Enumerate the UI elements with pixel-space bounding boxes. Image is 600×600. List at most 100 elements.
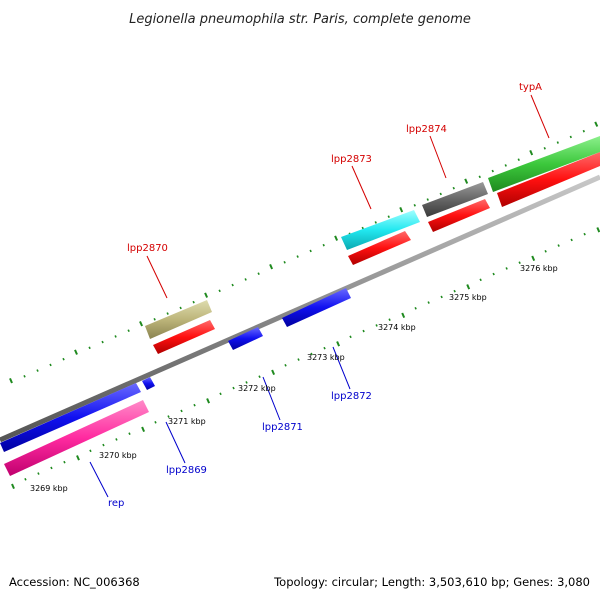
gene-label-lpp2872[interactable]: lpp2872 bbox=[331, 391, 372, 402]
major-tick bbox=[204, 292, 209, 298]
minor-tick bbox=[180, 409, 183, 413]
minor-tick bbox=[49, 363, 52, 367]
cds-forward-track bbox=[153, 152, 600, 354]
minor-tick bbox=[570, 238, 573, 242]
minor-tick bbox=[115, 438, 118, 441]
minor-tick bbox=[63, 460, 66, 464]
major-tick bbox=[141, 426, 146, 432]
minor-tick bbox=[387, 215, 390, 219]
cds-lpp2869[interactable] bbox=[142, 377, 155, 390]
major-tick bbox=[529, 150, 534, 156]
minor-tick bbox=[543, 146, 546, 150]
minor-tick bbox=[556, 141, 559, 144]
major-tick bbox=[399, 207, 404, 213]
feature-rep[interactable] bbox=[4, 400, 149, 476]
genome-summary-text: Topology: circular; Length: 3,503,610 bp… bbox=[273, 575, 590, 589]
gene-label-typA[interactable]: typA bbox=[519, 82, 542, 93]
minor-tick bbox=[349, 335, 352, 339]
cds-reverse-track bbox=[0, 288, 351, 452]
minor-tick bbox=[23, 374, 26, 378]
forward-gene-labels: lpp2870 lpp2873 lpp2874 typA bbox=[127, 82, 542, 254]
cds-rep-blue[interactable] bbox=[0, 383, 141, 452]
major-tick bbox=[401, 312, 406, 318]
feature-forward-track bbox=[145, 136, 600, 339]
minor-tick bbox=[517, 158, 520, 162]
minor-tick bbox=[374, 221, 377, 224]
minor-tick bbox=[101, 340, 104, 344]
major-tick bbox=[11, 483, 15, 489]
cds-lpp2874[interactable] bbox=[428, 199, 490, 232]
scale-label: 3269 kbp bbox=[30, 484, 68, 493]
minor-tick bbox=[582, 129, 585, 133]
minor-tick bbox=[232, 386, 235, 390]
major-tick bbox=[466, 284, 471, 290]
minor-tick bbox=[102, 443, 105, 447]
gene-label-lpp2870[interactable]: lpp2870 bbox=[127, 243, 168, 254]
minor-tick bbox=[218, 289, 221, 293]
gene-label-lpp2869[interactable]: lpp2869 bbox=[166, 465, 207, 476]
scale-label: 3273 kbp bbox=[307, 353, 345, 362]
minor-tick bbox=[89, 449, 92, 453]
minor-tick bbox=[258, 375, 261, 379]
major-tick bbox=[139, 320, 144, 327]
scale-label: 3276 kbp bbox=[520, 264, 558, 273]
major-tick bbox=[206, 398, 211, 404]
minor-tick bbox=[114, 335, 117, 338]
cds-lpp2871[interactable] bbox=[228, 327, 263, 350]
minor-tick bbox=[88, 346, 91, 350]
gene-label-lpp2871[interactable]: lpp2871 bbox=[262, 422, 303, 433]
genome-backbone bbox=[0, 174, 600, 443]
minor-tick bbox=[491, 169, 494, 173]
minor-tick bbox=[309, 249, 312, 253]
minor-tick bbox=[361, 226, 364, 230]
feature-lpp2873[interactable] bbox=[341, 210, 420, 250]
minor-tick bbox=[128, 432, 131, 435]
major-tick bbox=[9, 378, 13, 384]
gene-label-lpp2873[interactable]: lpp2873 bbox=[331, 154, 372, 165]
minor-tick bbox=[297, 358, 300, 361]
minor-tick bbox=[231, 283, 234, 287]
major-tick bbox=[336, 341, 341, 347]
major-tick bbox=[464, 178, 469, 184]
minor-tick bbox=[569, 135, 572, 139]
minor-tick bbox=[505, 267, 508, 270]
feature-typA[interactable] bbox=[488, 136, 600, 192]
gene-label-lpp2874[interactable]: lpp2874 bbox=[406, 124, 447, 135]
minor-tick bbox=[127, 329, 130, 333]
minor-tick bbox=[244, 278, 247, 281]
outer-tick-track bbox=[9, 121, 599, 384]
minor-tick bbox=[179, 306, 182, 310]
inner-tick-track bbox=[11, 227, 600, 489]
minor-tick bbox=[413, 203, 416, 207]
accession-text: Accession: NC_006368 bbox=[9, 575, 140, 589]
minor-tick bbox=[388, 318, 391, 321]
cds-lpp2873[interactable] bbox=[348, 231, 411, 265]
minor-tick bbox=[427, 301, 430, 304]
minor-tick bbox=[439, 192, 442, 196]
minor-tick bbox=[24, 477, 27, 481]
minor-tick bbox=[452, 186, 455, 190]
minor-tick bbox=[296, 255, 299, 258]
cds-lpp2870[interactable] bbox=[153, 320, 215, 354]
minor-tick bbox=[479, 278, 482, 282]
major-tick bbox=[269, 264, 274, 270]
gene-label-rep[interactable]: rep bbox=[108, 498, 124, 509]
feature-lpp2870[interactable] bbox=[145, 300, 212, 339]
scale-labels: 3269 kbp 3270 kbp 3271 kbp 3272 kbp 3273… bbox=[30, 264, 558, 493]
major-tick bbox=[334, 235, 339, 241]
minor-tick bbox=[193, 403, 196, 407]
minor-tick bbox=[36, 369, 39, 372]
minor-tick bbox=[62, 357, 65, 361]
minor-tick bbox=[426, 198, 429, 201]
scale-label: 3271 kbp bbox=[168, 417, 206, 426]
minor-tick bbox=[166, 312, 169, 315]
feature-lpp2874[interactable] bbox=[422, 182, 488, 217]
minor-tick bbox=[284, 363, 287, 367]
minor-tick bbox=[323, 346, 326, 350]
scale-label: 3270 kbp bbox=[99, 451, 137, 460]
cds-typA[interactable] bbox=[497, 152, 600, 207]
minor-tick bbox=[440, 295, 443, 299]
minor-tick bbox=[362, 329, 365, 333]
cds-lpp2872[interactable] bbox=[282, 288, 351, 327]
